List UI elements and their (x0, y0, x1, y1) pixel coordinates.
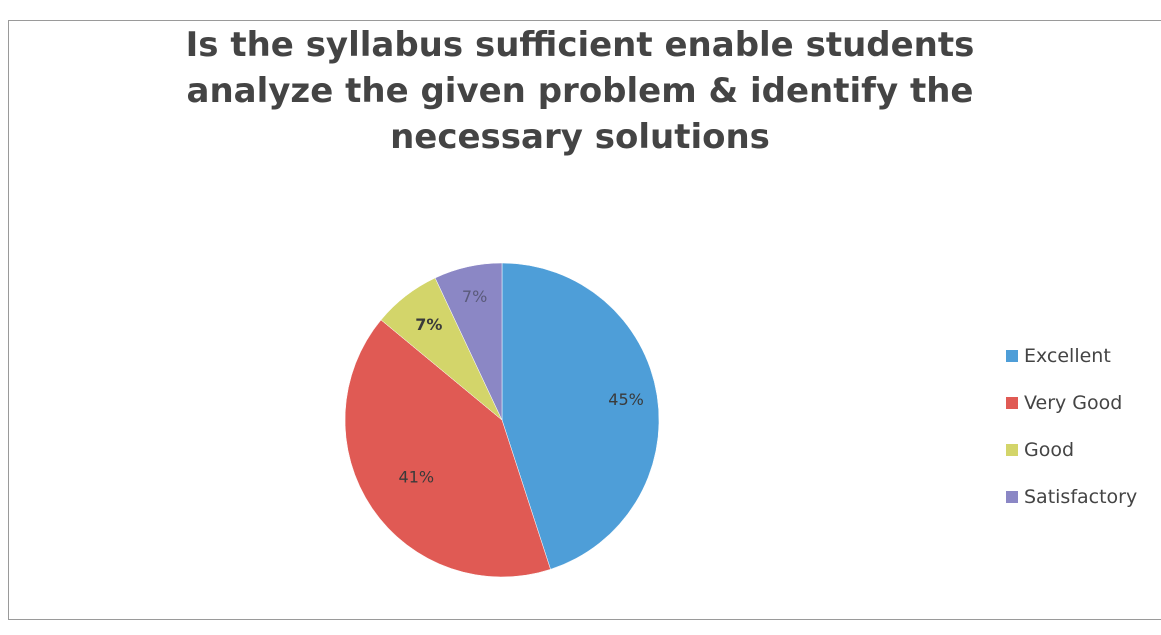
legend-item-very-good: Very Good (1006, 391, 1156, 415)
pie-slices (344, 262, 660, 578)
data-label-satisfactory: 7% (462, 287, 487, 306)
legend-label-very-good: Very Good (1024, 392, 1123, 414)
chart-title: Is the syllabus sufficient enable studen… (185, 25, 975, 157)
legend-swatch-good (1006, 444, 1018, 456)
legend-item-satisfactory: Satisfactory (1006, 485, 1156, 509)
chart-legend: Excellent Very Good Good Satisfactory (1006, 344, 1156, 532)
legend-label-excellent: Excellent (1024, 345, 1111, 367)
legend-label-good: Good (1024, 439, 1075, 461)
data-label-good: 7% (415, 315, 442, 334)
pie-slice-very-good (344, 319, 551, 578)
data-label-very-good: 41% (399, 468, 435, 487)
pie-data-labels: 45% 41% 7% 7% (399, 287, 644, 487)
legend-swatch-excellent (1006, 350, 1018, 362)
data-label-excellent: 45% (608, 390, 644, 409)
legend-item-excellent: Excellent (1006, 344, 1156, 368)
legend-item-good: Good (1006, 438, 1156, 462)
legend-swatch-very-good (1006, 397, 1018, 409)
legend-swatch-satisfactory (1006, 491, 1018, 503)
pie-slice-excellent (501, 262, 660, 570)
legend-label-satisfactory: Satisfactory (1024, 486, 1138, 508)
pie-slice-satisfactory (434, 262, 503, 421)
